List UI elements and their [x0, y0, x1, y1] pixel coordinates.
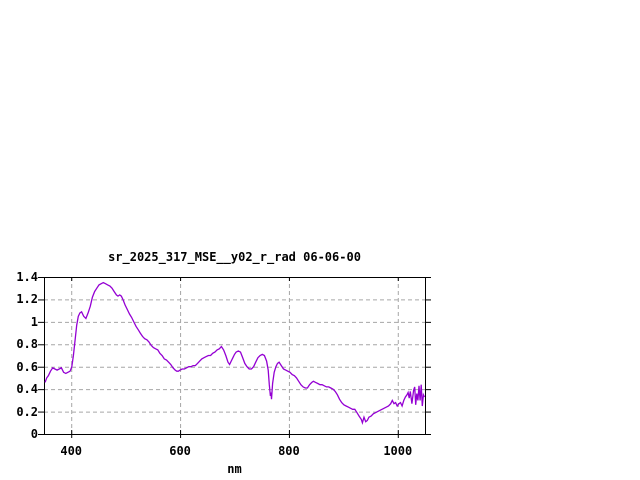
x-tick-label: 1000	[383, 444, 413, 458]
chart-title: sr_2025_317_MSE__y02_r_rad 06-06-00	[108, 250, 361, 264]
y-tick-label: 1.2	[16, 292, 38, 307]
x-tick-label: 800	[278, 444, 300, 458]
y-tick-label: 1.4	[16, 270, 38, 284]
x-axis-title: nm	[227, 462, 242, 476]
y-tick-label: 1	[30, 314, 38, 329]
x-tick-label: 400	[60, 444, 83, 458]
x-tick-label: 600	[169, 444, 191, 458]
plot-border	[44, 277, 426, 435]
y-tick-label: 0	[30, 427, 38, 441]
spectrum-curve	[44, 281, 426, 426]
y-tick-label: 0.8	[16, 337, 38, 352]
y-tick-label: 0.4	[16, 382, 38, 397]
y-tick-label: 0.6	[16, 359, 38, 374]
y-tick-label: 0.2	[16, 404, 38, 419]
